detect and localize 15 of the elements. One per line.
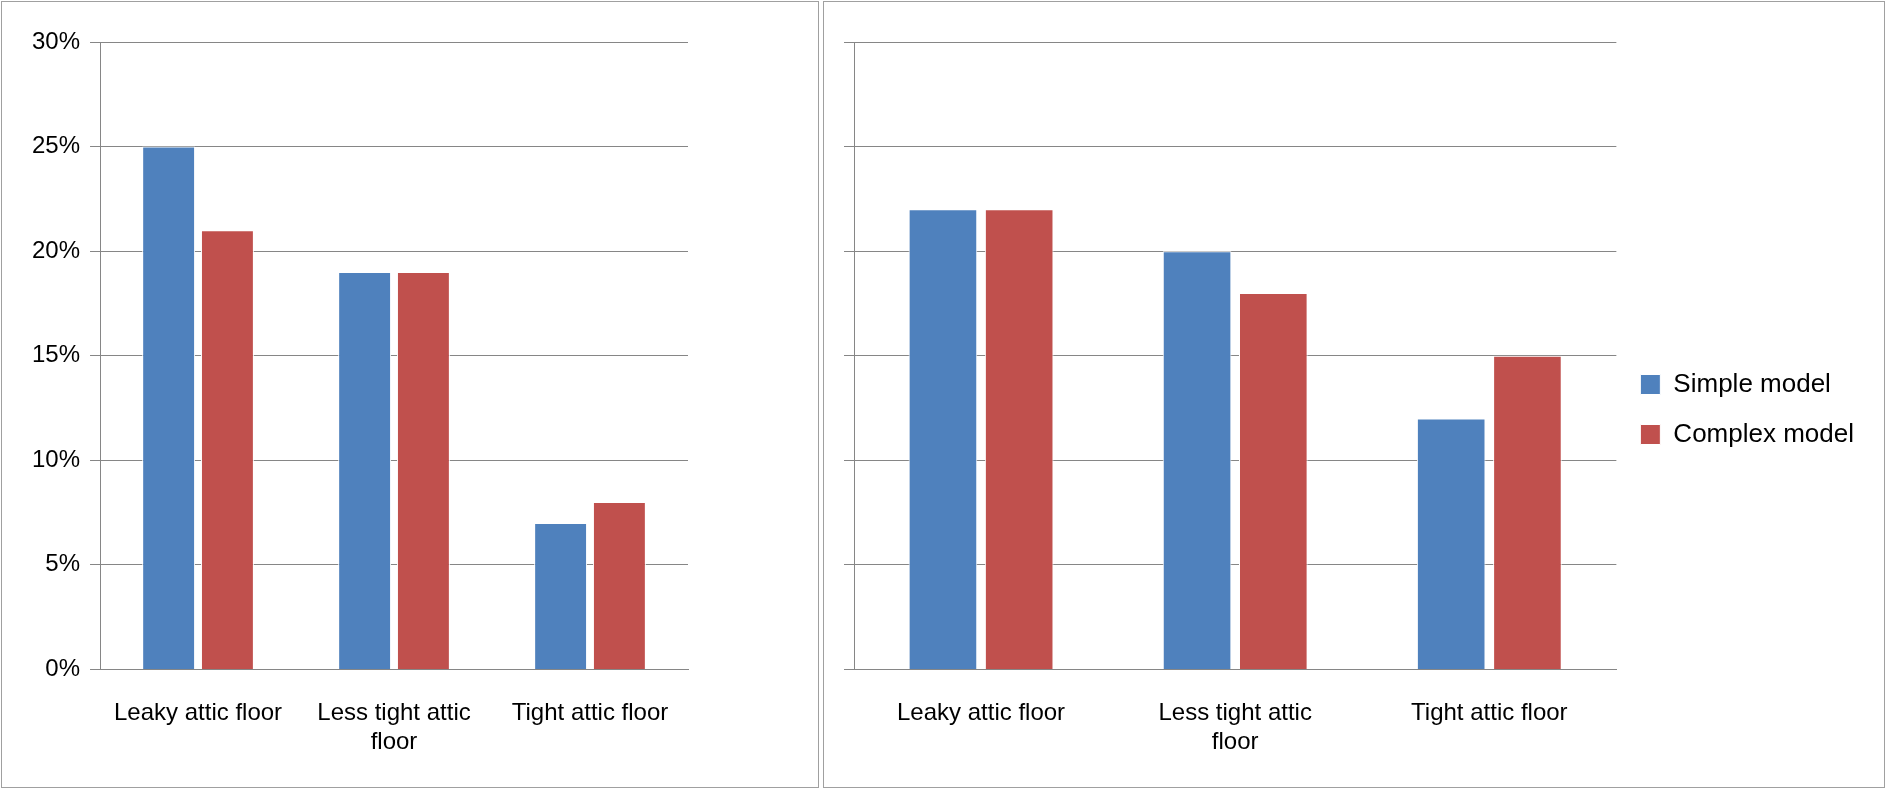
x-tick-label: Leaky attic floor (897, 698, 1066, 726)
legend-label: Simple model (1673, 367, 1831, 398)
y-tick-label: 5% (45, 549, 81, 577)
x-tick-label: Less tight attic floor (317, 698, 471, 755)
x-tick-label: Less tight attic floor (1158, 698, 1312, 755)
y-tick-label: 25% (31, 131, 81, 159)
x-tick-label: Tight attic floor (511, 698, 669, 726)
legend-label: Complex model (1673, 417, 1855, 448)
y-tick-label: 30% (31, 26, 81, 54)
x-tick-label: Leaky attic floor (113, 698, 283, 726)
y-tick-label: 20% (31, 235, 81, 263)
x-tick-label: Tight attic floor (1411, 698, 1568, 726)
y-tick-label: 10% (31, 444, 81, 472)
y-tick-label: 15% (31, 340, 81, 368)
y-tick-label: 0% (45, 654, 81, 682)
